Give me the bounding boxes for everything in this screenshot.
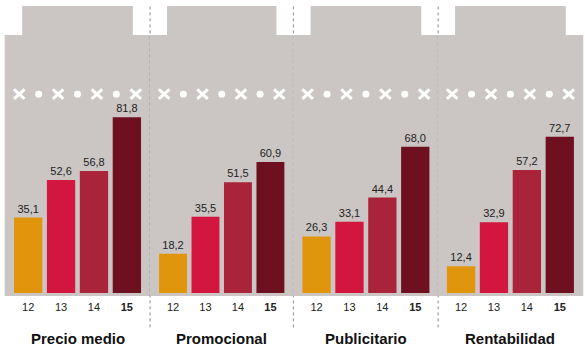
svg-text:Promocional: Promocional <box>176 330 267 347</box>
svg-text:12: 12 <box>22 301 34 313</box>
svg-text:44,4: 44,4 <box>372 183 393 195</box>
svg-text:81,8: 81,8 <box>116 102 137 114</box>
svg-text:13: 13 <box>199 301 211 313</box>
svg-text:35,5: 35,5 <box>195 202 216 214</box>
svg-text:72,7: 72,7 <box>549 122 570 134</box>
svg-text:15: 15 <box>409 301 421 313</box>
svg-text:14: 14 <box>521 301 533 313</box>
svg-text:12: 12 <box>455 301 467 313</box>
svg-text:15: 15 <box>121 301 133 313</box>
svg-text:35,1: 35,1 <box>17 203 38 215</box>
svg-text:33,1: 33,1 <box>339 207 360 219</box>
svg-text:15: 15 <box>264 301 276 313</box>
svg-text:32,9: 32,9 <box>483 207 504 219</box>
svg-text:56,8: 56,8 <box>83 156 104 168</box>
svg-text:Precio medio: Precio medio <box>31 330 125 347</box>
svg-text:14: 14 <box>376 301 388 313</box>
svg-text:13: 13 <box>343 301 355 313</box>
svg-text:52,6: 52,6 <box>50 165 71 177</box>
svg-text:60,9: 60,9 <box>260 147 281 159</box>
svg-text:68,0: 68,0 <box>405 132 426 144</box>
svg-text:Rentabilidad: Rentabilidad <box>465 330 555 347</box>
svg-text:Publicitario: Publicitario <box>325 330 407 347</box>
svg-text:51,5: 51,5 <box>227 167 248 179</box>
svg-text:14: 14 <box>88 301 100 313</box>
svg-text:14: 14 <box>232 301 244 313</box>
svg-text:12,4: 12,4 <box>450 251 471 263</box>
svg-text:12: 12 <box>167 301 179 313</box>
svg-text:26,3: 26,3 <box>306 221 327 233</box>
svg-text:57,2: 57,2 <box>516 155 537 167</box>
svg-text:13: 13 <box>55 301 67 313</box>
svg-text:13: 13 <box>488 301 500 313</box>
svg-text:15: 15 <box>554 301 566 313</box>
svg-text:12: 12 <box>310 301 322 313</box>
svg-text:18,2: 18,2 <box>162 239 183 251</box>
